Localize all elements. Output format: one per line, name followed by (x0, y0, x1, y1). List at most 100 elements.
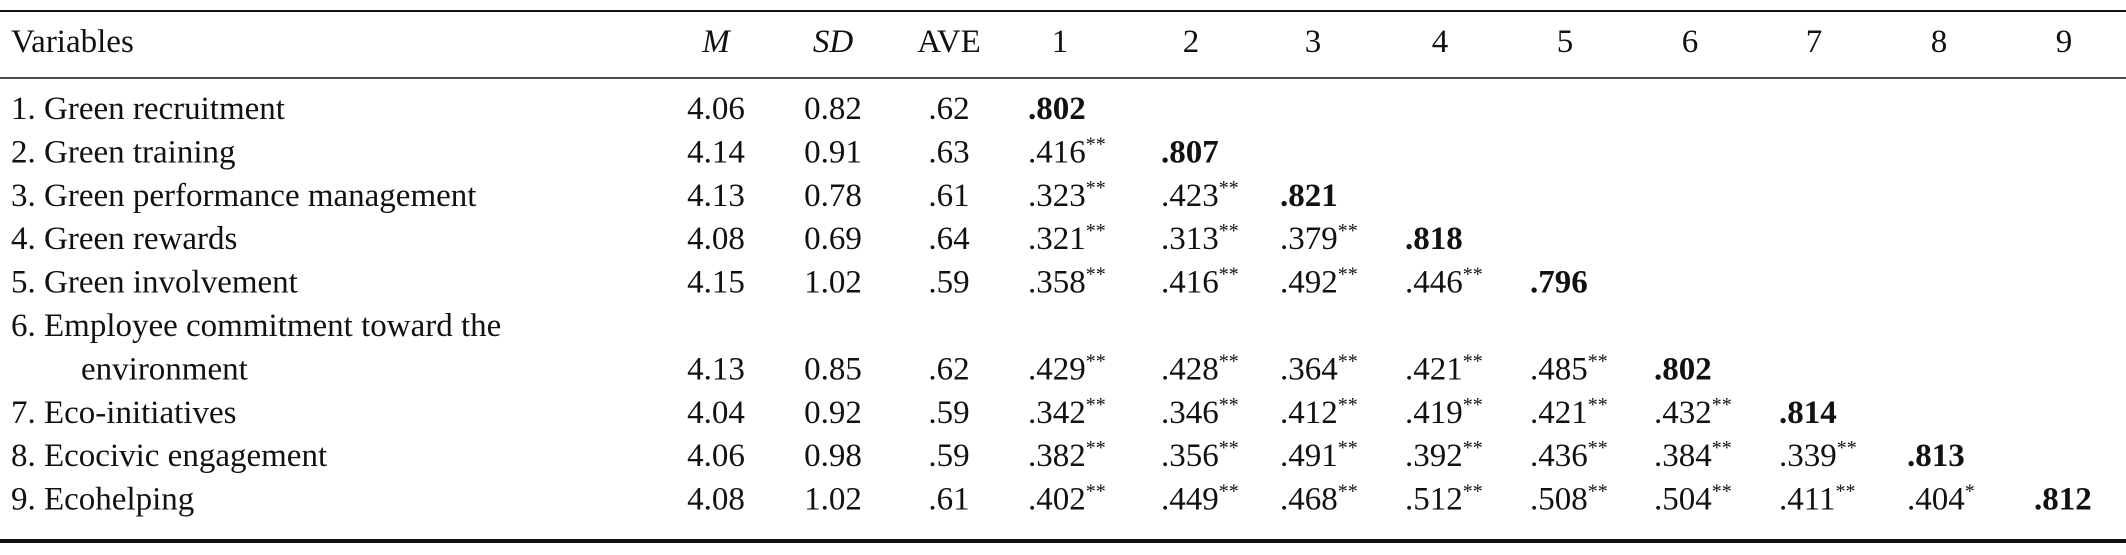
significance: ** (1463, 264, 1483, 286)
significance: ** (1338, 220, 1358, 242)
sd: 0.85 (804, 351, 862, 387)
row-label: 6. Employee commitment toward the (11, 308, 501, 344)
coefficient: .323 (1028, 178, 1086, 214)
diagonal-value: .802 (1028, 91, 1086, 127)
correlation: .384** (1654, 437, 1732, 474)
correlation: .321** (1028, 220, 1106, 257)
ave: .61 (928, 178, 969, 214)
coefficient: .423 (1161, 178, 1219, 214)
row-label: environment (81, 351, 248, 387)
column-header: AVE (917, 24, 981, 60)
coefficient: .449 (1161, 482, 1219, 518)
column-header: M (701, 24, 731, 60)
correlation: .449** (1161, 481, 1239, 518)
column-header: 2 (1183, 24, 1200, 60)
correlation: .402** (1028, 481, 1106, 518)
significance: ** (1588, 481, 1608, 503)
ave: .61 (928, 482, 969, 518)
coefficient: .346 (1161, 395, 1219, 431)
row-label: 2. Green training (11, 134, 236, 170)
diagonal-value: .812 (2034, 482, 2092, 518)
coefficient: .416 (1028, 134, 1086, 170)
significance: ** (1463, 481, 1483, 503)
correlation: .492** (1280, 264, 1358, 301)
column-header: 7 (1806, 24, 1823, 60)
sd: 0.91 (804, 134, 862, 170)
coefficient: .508 (1530, 482, 1588, 518)
significance: ** (1338, 481, 1358, 503)
coefficient: .468 (1280, 482, 1338, 518)
coefficient: .492 (1280, 265, 1338, 301)
coefficient: .421 (1530, 395, 1588, 431)
correlation: .392** (1405, 437, 1483, 474)
correlation: .468** (1280, 481, 1358, 518)
significance: ** (1086, 481, 1106, 503)
coefficient: .436 (1530, 438, 1588, 474)
row-label: 3. Green performance management (11, 178, 476, 214)
ave: .59 (928, 395, 969, 431)
coefficient: .802 (1654, 351, 1712, 387)
coefficient: .392 (1405, 438, 1463, 474)
correlation: .404* (1907, 481, 1975, 518)
coefficient: .412 (1280, 395, 1338, 431)
correlation: .512** (1405, 481, 1483, 518)
row-label: 8. Ecocivic engagement (11, 438, 327, 474)
row-label: 1. Green recruitment (11, 91, 285, 127)
coefficient: .339 (1779, 438, 1837, 474)
row-label: 7. Eco-initiatives (11, 395, 236, 431)
correlation: .436** (1530, 437, 1608, 474)
diagonal-value: .796 (1530, 265, 1588, 301)
correlation: .358** (1028, 264, 1106, 301)
column-header: Variables (11, 24, 134, 60)
significance: ** (1086, 177, 1106, 199)
ave: .62 (928, 91, 969, 127)
coefficient: .821 (1280, 178, 1338, 214)
sd: 1.02 (804, 482, 862, 518)
mean: 4.13 (687, 351, 745, 387)
coefficient: .428 (1161, 351, 1219, 387)
significance: ** (1219, 350, 1239, 372)
correlation: .411** (1779, 481, 1856, 518)
column-header: 9 (2056, 24, 2073, 60)
correlation: .421** (1530, 394, 1608, 431)
significance: ** (1086, 220, 1106, 242)
column-header: 4 (1432, 24, 1449, 60)
significance: ** (1219, 437, 1239, 459)
mean: 4.06 (687, 91, 745, 127)
mean: 4.06 (687, 438, 745, 474)
coefficient: .491 (1280, 438, 1338, 474)
column-header: 5 (1557, 24, 1574, 60)
coefficient: .402 (1028, 482, 1086, 518)
significance: ** (1219, 220, 1239, 242)
coefficient: .446 (1405, 265, 1463, 301)
coefficient: .504 (1654, 482, 1712, 518)
correlation: .412** (1280, 394, 1358, 431)
coefficient: .358 (1028, 265, 1086, 301)
coefficient: .421 (1405, 351, 1463, 387)
correlation: .432** (1654, 394, 1732, 431)
significance: ** (1219, 481, 1239, 503)
mean: 4.14 (687, 134, 745, 170)
correlation: .323** (1028, 177, 1106, 214)
coefficient: .807 (1161, 134, 1219, 170)
significance: ** (1463, 350, 1483, 372)
sd: 0.78 (804, 178, 862, 214)
coefficient: .796 (1530, 265, 1588, 301)
diagonal-value: .802 (1654, 351, 1712, 387)
sd: 0.98 (804, 438, 862, 474)
correlation: .364** (1280, 350, 1358, 387)
mean: 4.08 (687, 482, 745, 518)
row-label: 9. Ecohelping (11, 482, 194, 518)
significance: ** (1712, 394, 1732, 416)
correlation: .313** (1161, 220, 1239, 257)
correlation: .446** (1405, 264, 1483, 301)
coefficient: .321 (1028, 221, 1086, 257)
ave: .64 (928, 221, 969, 257)
column-header: 6 (1682, 24, 1699, 60)
column-header: 1 (1052, 24, 1069, 60)
diagonal-value: .818 (1405, 221, 1463, 257)
significance: ** (1338, 437, 1358, 459)
correlation: .429** (1028, 350, 1106, 387)
coefficient: .313 (1161, 221, 1219, 257)
sd: 0.92 (804, 395, 862, 431)
